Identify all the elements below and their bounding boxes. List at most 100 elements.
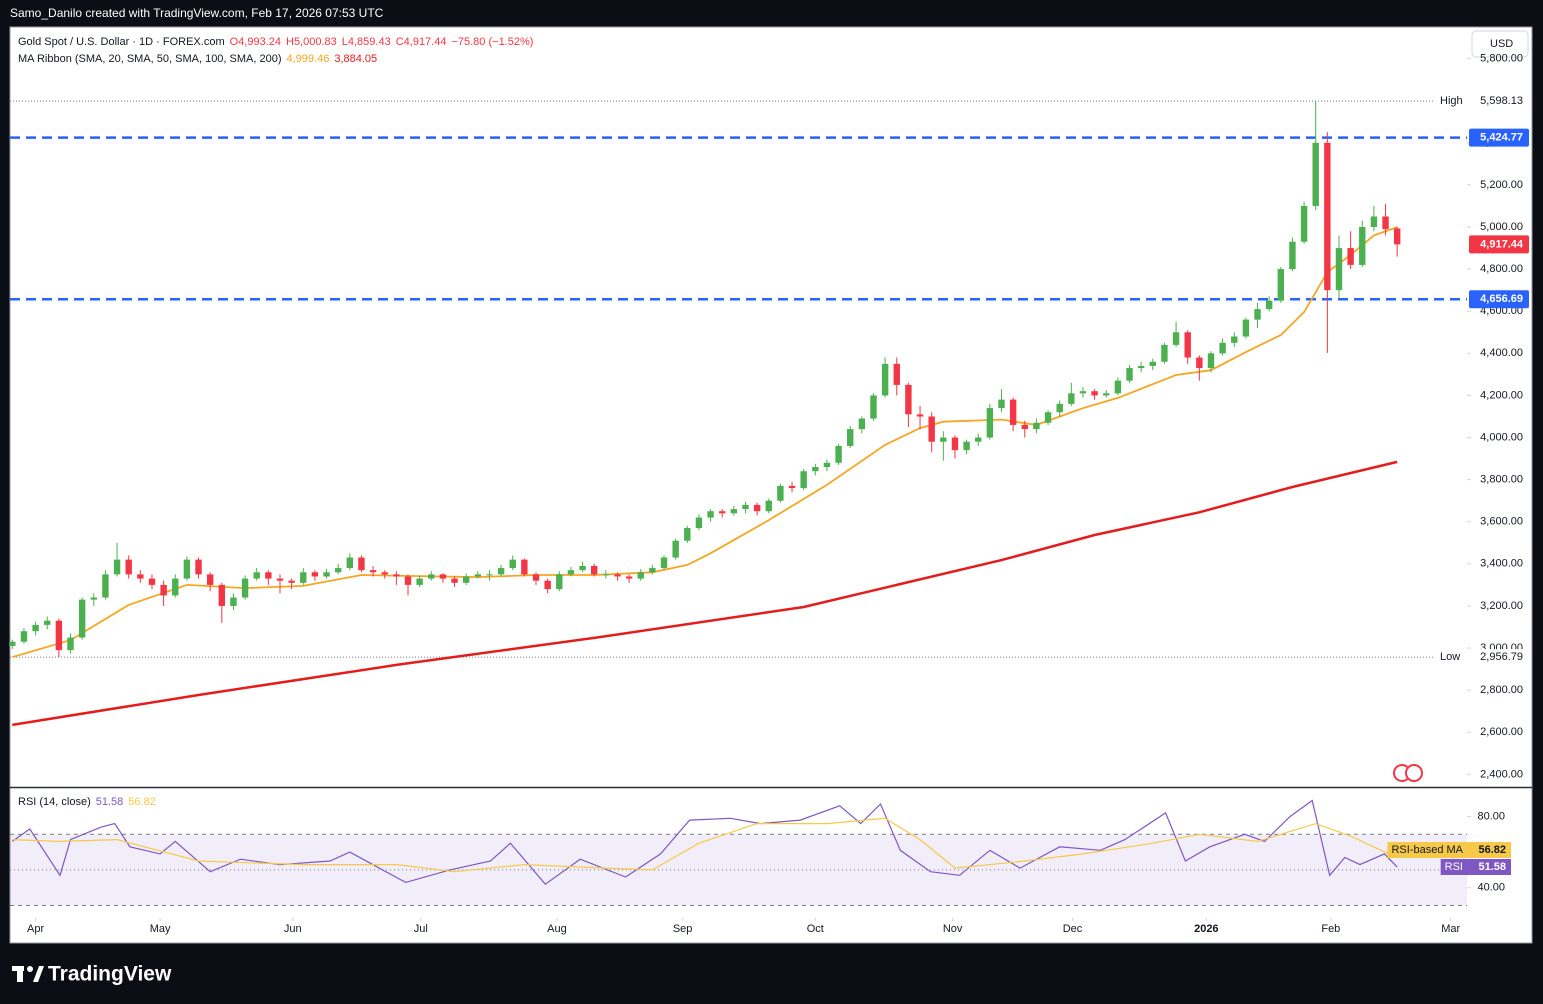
brand: TradingView bbox=[48, 963, 172, 986]
x-tick-label: Dec bbox=[1063, 923, 1083, 935]
candle-body bbox=[369, 570, 377, 573]
candle-body bbox=[1219, 342, 1226, 354]
candle-body bbox=[905, 384, 912, 415]
candle-body bbox=[556, 574, 563, 590]
high-tag bbox=[1434, 93, 1530, 110]
candle-body bbox=[602, 574, 610, 576]
legend-item: 51.58 bbox=[96, 796, 124, 808]
candle-body bbox=[695, 517, 703, 529]
candle-body bbox=[881, 363, 889, 396]
high-text: High bbox=[1440, 95, 1463, 107]
candle-body bbox=[195, 559, 202, 575]
y-tick-label: 5,200.00 bbox=[1480, 179, 1523, 191]
candle-body bbox=[1068, 393, 1075, 404]
candle-body bbox=[672, 540, 679, 558]
legend: RSI (14, close) 51.58 56.82 bbox=[18, 796, 156, 808]
candle-body bbox=[113, 559, 121, 575]
currency-button[interactable] bbox=[1471, 30, 1529, 58]
candle-body bbox=[218, 584, 226, 606]
candle-body bbox=[381, 572, 388, 575]
candle-body bbox=[975, 437, 982, 442]
candle-body bbox=[90, 597, 97, 600]
candle-body bbox=[1091, 391, 1098, 396]
candle-body bbox=[1044, 412, 1052, 423]
candle-body bbox=[1056, 403, 1063, 413]
candle-body bbox=[1242, 319, 1250, 337]
x-tick-label: Jun bbox=[284, 923, 302, 935]
candle-body bbox=[684, 528, 691, 541]
candle-body bbox=[1254, 309, 1261, 320]
candle-body bbox=[637, 572, 644, 579]
legend-item: O4,993.24 bbox=[230, 36, 281, 48]
candle-body bbox=[1359, 227, 1366, 265]
low-tag bbox=[1434, 649, 1530, 666]
legend: MA Ribbon (SMA, 20, SMA, 50, SMA, 100, S… bbox=[18, 53, 377, 65]
candle-body bbox=[521, 559, 528, 575]
event-icon[interactable] bbox=[1405, 764, 1423, 782]
chart-frame bbox=[9, 26, 1533, 944]
candle-body bbox=[9, 641, 16, 646]
level-label: 5,424.77 bbox=[1480, 131, 1523, 143]
candle-body bbox=[334, 568, 342, 573]
x-tick-label: May bbox=[150, 923, 171, 935]
attribution: Samo_Danilo created with TradingView.com… bbox=[10, 6, 384, 20]
candle-body bbox=[532, 574, 540, 581]
candle-body bbox=[858, 418, 866, 430]
candle-body bbox=[1382, 216, 1389, 230]
candle-body bbox=[55, 620, 63, 651]
candle-body bbox=[276, 578, 284, 581]
candle-body bbox=[288, 580, 295, 583]
y-tick-label: 3,800.00 bbox=[1480, 474, 1523, 486]
last-price-label: 4,917.44 bbox=[1480, 238, 1524, 250]
candle-body bbox=[439, 574, 447, 579]
high-label: 5,598.13 bbox=[1480, 95, 1523, 107]
legend-item: MA Ribbon (SMA, 20, SMA, 50, SMA, 100, S… bbox=[18, 53, 282, 65]
candle-body bbox=[951, 437, 959, 451]
candle-body bbox=[323, 572, 330, 577]
candle-body bbox=[1300, 205, 1308, 242]
candle-body bbox=[1207, 353, 1215, 369]
candle-body bbox=[497, 568, 505, 575]
x-tick-label: Aug bbox=[547, 923, 567, 935]
candle-body bbox=[428, 574, 435, 579]
candle-body bbox=[148, 578, 156, 585]
x-tick-label: Sep bbox=[673, 923, 693, 935]
candle-body bbox=[486, 574, 493, 576]
candle-body bbox=[1103, 393, 1110, 396]
rsi-y-tick-label: 40.00 bbox=[1477, 882, 1505, 894]
candle-body bbox=[358, 557, 365, 571]
y-tick-label: 4,400.00 bbox=[1480, 347, 1523, 359]
rsi-y-tick-label: 80.00 bbox=[1477, 810, 1505, 822]
candle-body bbox=[1370, 216, 1378, 227]
candle-body bbox=[346, 557, 354, 569]
candle-body bbox=[1265, 300, 1273, 310]
legend-item: H5,000.83 bbox=[286, 36, 337, 48]
legend-item: Gold Spot / U.S. Dollar · 1D · FOREX.com bbox=[18, 36, 225, 48]
candle-body bbox=[1137, 365, 1145, 369]
candle-body bbox=[102, 574, 109, 598]
candle-body bbox=[916, 414, 924, 417]
candle-body bbox=[1033, 422, 1040, 430]
candle-body bbox=[183, 559, 191, 579]
moving-average bbox=[12, 460, 1398, 727]
candle-body bbox=[462, 576, 470, 583]
legend-item: L4,859.43 bbox=[342, 36, 391, 48]
candle-body bbox=[241, 578, 249, 598]
candle-body bbox=[870, 395, 877, 419]
candle-body bbox=[311, 572, 319, 577]
legend-item: 4,999.46 bbox=[287, 53, 330, 65]
level-tag bbox=[1469, 290, 1529, 309]
candle-body bbox=[986, 408, 994, 438]
candle-body bbox=[1277, 269, 1285, 301]
x-tick-label: Apr bbox=[27, 923, 44, 935]
candle-body bbox=[78, 599, 86, 638]
candle-body bbox=[1172, 332, 1180, 345]
low-label: 2,956.79 bbox=[1480, 651, 1523, 663]
rsi-tag-value: 51.58 bbox=[1478, 861, 1506, 873]
y-tick-label: 4,000.00 bbox=[1480, 431, 1523, 443]
candle-body bbox=[847, 429, 854, 446]
low-text: Low bbox=[1440, 651, 1460, 663]
candle-body bbox=[730, 509, 738, 514]
candle-body bbox=[474, 574, 482, 577]
candle-body bbox=[660, 557, 668, 569]
